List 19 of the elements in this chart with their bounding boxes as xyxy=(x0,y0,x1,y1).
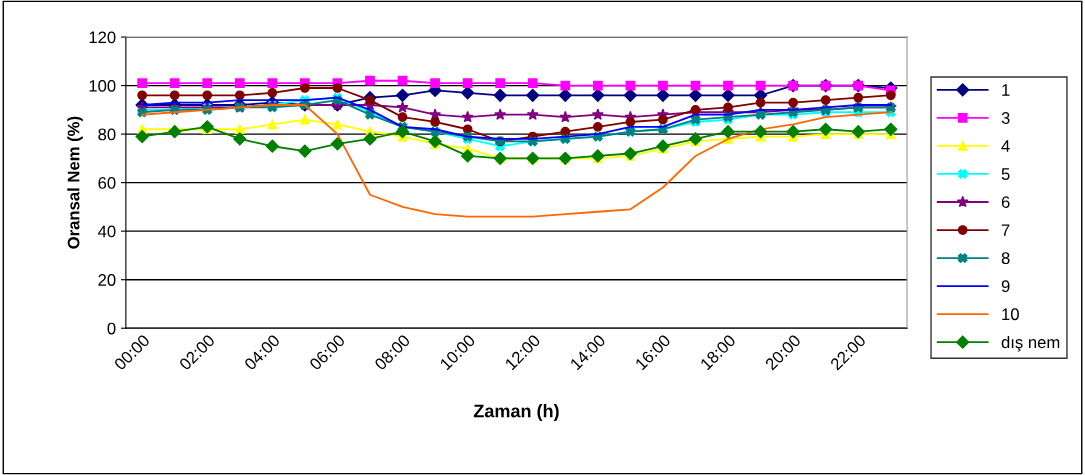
legend-label: 3 xyxy=(1001,112,1010,124)
y-axis-title: Oransal Nem (%) xyxy=(67,116,83,249)
y-tick-label: 40 xyxy=(97,225,116,238)
y-tick-label: 20 xyxy=(98,274,116,286)
legend-label: 7 xyxy=(1001,224,1010,236)
legend-label: 4 xyxy=(1001,140,1010,152)
legend-label: 5 xyxy=(1001,168,1010,180)
y-tick-label: 80 xyxy=(98,128,116,141)
legend-label: 1 xyxy=(1002,84,1010,96)
legend-label: dış nem xyxy=(1001,335,1060,352)
x-axis-title: Zaman (h) xyxy=(473,404,559,421)
legend-label: 10 xyxy=(1002,308,1019,321)
y-tick-label: 60 xyxy=(98,177,116,189)
y-tick-label: 0 xyxy=(107,322,116,335)
legend-label: 6 xyxy=(1001,196,1010,208)
legend-label: 8 xyxy=(1001,252,1010,265)
legend-label: 9 xyxy=(1001,280,1010,293)
y-tick-label: 120 xyxy=(89,31,116,44)
y-tick-label: 100 xyxy=(89,79,116,92)
